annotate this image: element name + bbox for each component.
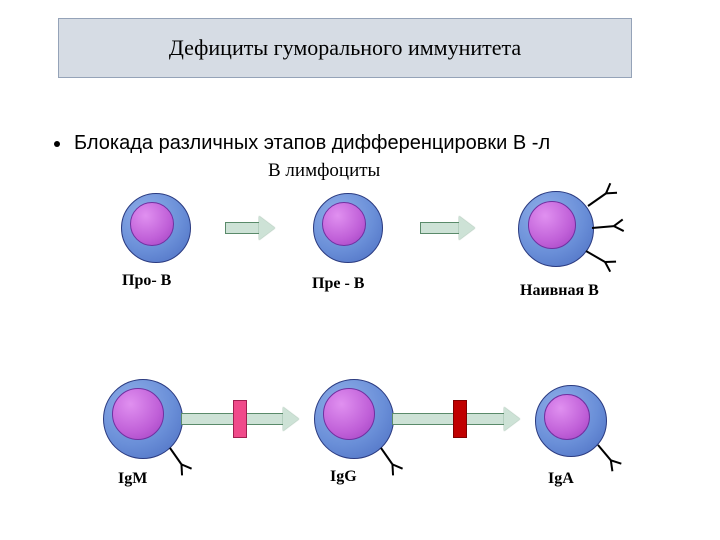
cell-nucleus bbox=[544, 394, 590, 440]
block-marker bbox=[233, 400, 247, 438]
bullet-line: Блокада различных этапов дифференцировки… bbox=[54, 132, 550, 155]
cell-nucleus bbox=[112, 388, 164, 440]
cell-label-pro-b: Про- В bbox=[122, 272, 171, 290]
title-text: Дефициты гуморального иммунитета bbox=[169, 35, 521, 61]
cell-label-iga: IgA bbox=[548, 470, 574, 488]
section-label: В лимфоциты bbox=[268, 160, 380, 182]
cell-label-naive-b: Наивная В bbox=[520, 282, 599, 300]
title-box: Дефициты гуморального иммунитета bbox=[58, 18, 632, 78]
slide: { "title": { "text": "Дефициты гуморальн… bbox=[0, 0, 720, 540]
cell-nucleus bbox=[323, 388, 375, 440]
cell-label-pre-b: Пре - В bbox=[312, 275, 364, 293]
cell-label-igg: IgG bbox=[330, 468, 357, 486]
cell-label-igm: IgM bbox=[118, 470, 147, 488]
cell-nucleus bbox=[528, 201, 576, 249]
cell-nucleus bbox=[322, 202, 366, 246]
block-marker bbox=[453, 400, 467, 438]
bullet-text: Блокада различных этапов дифференцировки… bbox=[74, 132, 550, 155]
cell-nucleus bbox=[130, 202, 174, 246]
bullet-dot-icon bbox=[54, 141, 60, 147]
